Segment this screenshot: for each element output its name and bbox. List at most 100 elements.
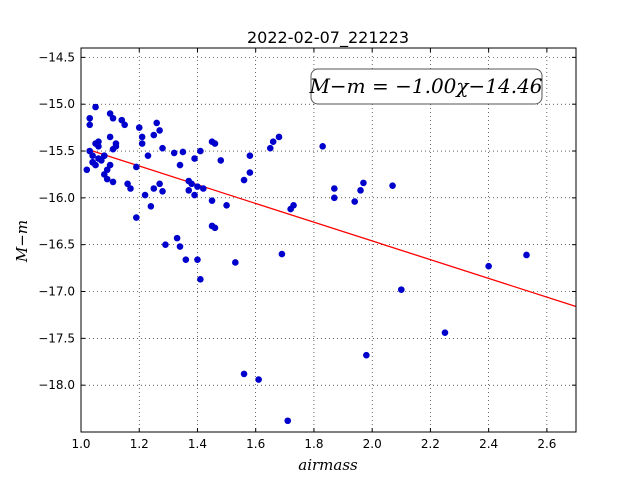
data-point <box>182 256 190 263</box>
x-tick-label: 1.2 <box>130 437 149 451</box>
data-point <box>255 376 262 383</box>
data-point <box>197 147 204 155</box>
y-tick-label: −18.0 <box>38 378 75 392</box>
chart-title: 2022-02-07_221223 <box>247 28 409 48</box>
data-point <box>138 140 146 147</box>
data-point <box>397 286 405 293</box>
data-point <box>266 144 274 152</box>
data-point <box>170 149 178 157</box>
data-point <box>217 157 225 164</box>
data-point <box>95 138 102 145</box>
data-point <box>150 185 158 192</box>
data-point <box>138 133 146 141</box>
equation-annotation: M−m = −1.00χ−14.46 <box>308 74 542 98</box>
data-point <box>357 187 364 194</box>
data-point <box>162 241 169 248</box>
data-point <box>194 256 201 263</box>
data-point <box>194 183 201 190</box>
data-point <box>246 152 254 160</box>
data-point <box>141 191 149 199</box>
x-tick-label: 1.0 <box>71 437 90 451</box>
data-point <box>156 127 163 134</box>
data-point <box>275 133 283 141</box>
data-point <box>176 161 184 169</box>
data-point <box>197 276 204 283</box>
data-point <box>103 166 111 174</box>
data-point <box>269 138 277 145</box>
data-point <box>109 145 117 153</box>
data-point <box>153 119 161 127</box>
data-point <box>199 185 207 192</box>
x-tick-label: 2.0 <box>363 437 382 451</box>
data-point <box>135 124 143 131</box>
data-point <box>240 370 248 378</box>
data-point <box>523 251 530 259</box>
y-axis-label: M−m <box>13 220 31 263</box>
data-point <box>133 163 140 171</box>
fit-line-group <box>86 148 577 308</box>
data-point <box>240 176 248 184</box>
data-point <box>106 133 114 141</box>
axis-ticks: 1.0 1.2 1.4 1.6 1.8 2.0 2.2 2.4 2.6 −14.5 −15.0 −15… <box>38 48 576 451</box>
data-point <box>284 417 292 425</box>
x-tick-label: 1.6 <box>246 437 265 451</box>
data-point <box>86 121 94 129</box>
data-point <box>176 243 184 250</box>
data-point <box>319 143 326 150</box>
x-tick-label: 2.6 <box>537 437 556 451</box>
data-point <box>109 178 117 186</box>
data-point <box>185 187 193 194</box>
fit-line <box>86 148 577 308</box>
data-point <box>191 155 198 162</box>
x-tick-label: 1.8 <box>304 437 323 451</box>
data-point <box>147 202 155 210</box>
data-point <box>100 152 108 160</box>
data-point <box>223 202 230 209</box>
y-tick-label: −16.0 <box>38 191 75 205</box>
data-point <box>351 198 359 205</box>
data-point <box>173 234 181 242</box>
data-point <box>83 166 91 174</box>
data-points <box>83 103 530 425</box>
x-tick-label: 1.4 <box>188 437 207 451</box>
y-tick-label: −17.5 <box>38 331 75 345</box>
y-tick-label: −15.0 <box>38 97 75 111</box>
data-point <box>86 114 94 122</box>
data-point <box>86 147 94 155</box>
data-point <box>150 131 158 139</box>
data-point <box>331 194 338 202</box>
plot-frame <box>80 47 577 433</box>
data-point <box>191 191 198 199</box>
data-point <box>188 180 195 188</box>
equation-box <box>310 68 543 105</box>
data-point <box>133 214 140 221</box>
data-point <box>127 185 134 192</box>
data-point <box>144 152 152 160</box>
data-point <box>109 114 117 122</box>
data-point <box>232 259 239 266</box>
data-point <box>211 140 219 147</box>
data-point <box>485 262 492 270</box>
y-tick-label: −15.5 <box>38 144 75 158</box>
data-point <box>103 175 111 183</box>
y-tick-label: −16.5 <box>38 238 75 252</box>
y-tick-label: −17.0 <box>38 285 75 299</box>
data-point <box>360 179 367 187</box>
data-point <box>156 180 163 188</box>
data-point <box>278 250 286 258</box>
data-point <box>331 185 338 192</box>
data-point <box>95 143 102 150</box>
data-point <box>159 187 166 195</box>
data-point <box>363 351 370 359</box>
data-point <box>121 121 128 129</box>
data-point <box>246 169 254 176</box>
x-tick-label: 2.4 <box>479 437 498 451</box>
data-point <box>208 222 216 230</box>
data-point <box>179 148 187 156</box>
data-point <box>290 202 297 209</box>
x-axis-label: airmass <box>298 456 358 474</box>
data-point <box>92 103 99 111</box>
data-point <box>159 144 166 152</box>
x-tick-label: 2.2 <box>421 437 440 451</box>
